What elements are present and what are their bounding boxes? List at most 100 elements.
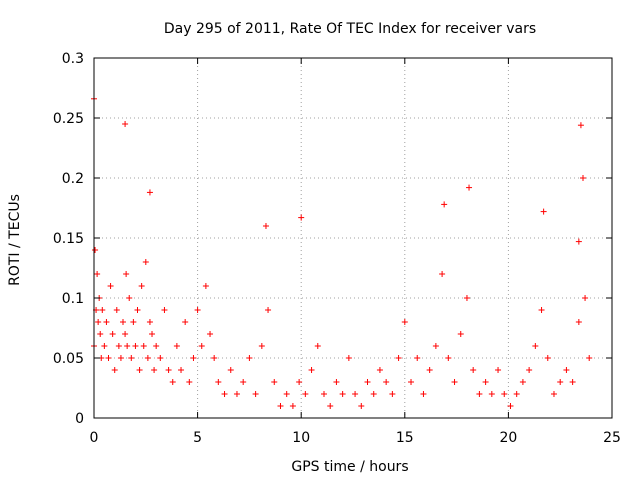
x-tick-label: 15 bbox=[396, 430, 414, 446]
data-point bbox=[136, 367, 143, 373]
data-point bbox=[124, 343, 131, 349]
data-point bbox=[586, 355, 593, 361]
data-point bbox=[92, 247, 99, 253]
data-point bbox=[142, 259, 149, 265]
data-point bbox=[101, 343, 108, 349]
x-tick-label: 5 bbox=[193, 430, 202, 446]
data-point bbox=[563, 367, 570, 373]
data-point bbox=[420, 391, 427, 397]
data-point bbox=[401, 319, 408, 325]
y-tick-label: 0.25 bbox=[53, 111, 84, 127]
data-point bbox=[575, 319, 582, 325]
data-point bbox=[115, 343, 122, 349]
data-point bbox=[540, 208, 547, 215]
data-point bbox=[557, 379, 564, 385]
data-point bbox=[227, 367, 234, 373]
axis-ticks bbox=[93, 57, 613, 419]
data-point bbox=[302, 391, 309, 397]
data-point bbox=[190, 355, 197, 361]
data-point bbox=[470, 367, 477, 373]
x-tick-labels: 0 5 10 15 20 25 bbox=[90, 430, 621, 446]
data-point bbox=[262, 223, 269, 229]
data-point bbox=[501, 391, 508, 397]
data-point bbox=[99, 307, 106, 313]
data-point bbox=[376, 367, 383, 373]
data-point bbox=[107, 283, 114, 289]
data-point bbox=[395, 355, 402, 361]
data-point bbox=[149, 331, 156, 337]
data-point bbox=[215, 379, 222, 385]
data-point bbox=[482, 379, 489, 385]
data-point bbox=[211, 355, 218, 361]
data-point bbox=[271, 379, 278, 385]
data-point bbox=[178, 367, 185, 373]
data-point bbox=[544, 355, 551, 361]
data-point bbox=[526, 367, 533, 373]
data-point bbox=[117, 355, 124, 361]
y-tick-label: 0.2 bbox=[62, 171, 84, 187]
data-point bbox=[134, 307, 141, 313]
data-point bbox=[308, 367, 315, 373]
data-point bbox=[252, 391, 259, 397]
data-point bbox=[146, 189, 153, 196]
data-point bbox=[441, 201, 448, 208]
data-point bbox=[128, 355, 135, 361]
data-point bbox=[113, 307, 120, 313]
data-point bbox=[198, 343, 205, 349]
data-point bbox=[550, 391, 557, 397]
data-point bbox=[120, 319, 127, 325]
data-point bbox=[194, 307, 201, 313]
data-point bbox=[144, 355, 151, 361]
y-axis-label: ROTI / TECUs bbox=[7, 194, 23, 286]
data-point bbox=[579, 175, 586, 181]
data-point bbox=[296, 379, 303, 385]
data-point bbox=[488, 391, 495, 397]
data-point bbox=[277, 403, 284, 409]
data-point bbox=[333, 379, 340, 385]
data-point bbox=[233, 391, 240, 397]
data-point bbox=[463, 295, 470, 301]
data-point bbox=[246, 355, 253, 361]
y-tick-label: 0 bbox=[75, 411, 84, 427]
data-points bbox=[91, 95, 593, 409]
data-point bbox=[240, 379, 247, 385]
data-point bbox=[169, 379, 176, 385]
data-point bbox=[577, 122, 584, 129]
data-point bbox=[358, 403, 365, 409]
data-point bbox=[451, 379, 458, 385]
data-point bbox=[97, 331, 104, 337]
x-tick-label: 10 bbox=[292, 430, 310, 446]
x-tick-label: 25 bbox=[603, 430, 621, 446]
y-tick-label: 0.3 bbox=[62, 51, 84, 67]
data-point bbox=[138, 283, 145, 289]
data-point bbox=[289, 403, 296, 409]
y-tick-label: 0.15 bbox=[53, 231, 84, 247]
data-point bbox=[283, 391, 290, 397]
data-point bbox=[352, 391, 359, 397]
data-point bbox=[582, 295, 589, 301]
data-point bbox=[122, 331, 129, 337]
x-tick-label: 0 bbox=[90, 430, 99, 446]
data-point bbox=[383, 379, 390, 385]
y-tick-label: 0.1 bbox=[62, 291, 84, 307]
data-point bbox=[389, 391, 396, 397]
data-point bbox=[123, 271, 130, 277]
data-point bbox=[265, 307, 272, 313]
data-point bbox=[207, 331, 214, 337]
data-point bbox=[457, 331, 464, 337]
data-point bbox=[327, 403, 334, 409]
data-point bbox=[202, 283, 209, 289]
x-tick-label: 20 bbox=[499, 430, 517, 446]
data-point bbox=[146, 319, 153, 325]
data-point bbox=[165, 367, 172, 373]
data-point bbox=[414, 355, 421, 361]
data-point bbox=[122, 121, 129, 127]
data-point bbox=[538, 307, 545, 313]
data-point bbox=[519, 379, 526, 385]
x-axis-label: GPS time / hours bbox=[291, 459, 408, 475]
data-point bbox=[258, 343, 265, 349]
data-point bbox=[575, 238, 582, 245]
data-point bbox=[132, 343, 139, 349]
